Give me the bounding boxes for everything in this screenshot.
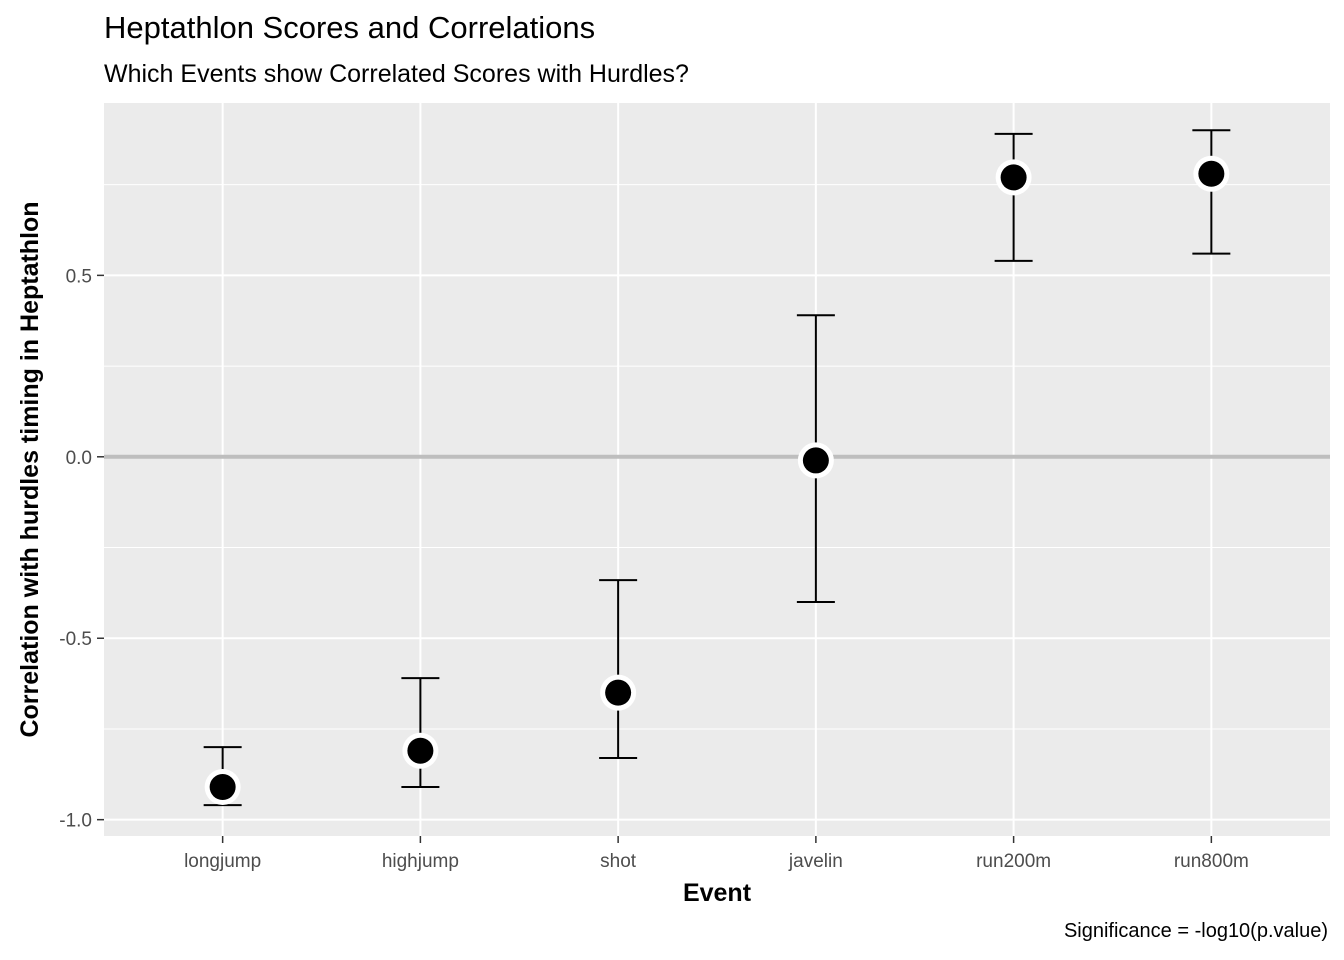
x-axis-label: Event [683, 879, 752, 907]
y-axis-label: Correlation with hurdles timing in Hepta… [16, 201, 44, 737]
data-point [209, 774, 236, 801]
error-bar [401, 677, 440, 789]
data-point [802, 447, 829, 474]
chart-title: Heptathlon Scores and Correlations [104, 10, 596, 45]
y-tick-label: -1.0 [59, 811, 92, 832]
y-tick-label: -0.5 [59, 629, 92, 650]
error-bar [994, 132, 1033, 262]
data-point [1000, 164, 1027, 191]
y-axis-ticks: -1.0 -0.5 0.0 0.5 [59, 266, 104, 832]
error-bar [599, 579, 638, 759]
x-tick-label: javelin [788, 851, 843, 872]
x-tick-label: highjump [382, 851, 459, 872]
x-tick-label: longjump [184, 851, 261, 872]
minor-gridlines [104, 184, 1330, 730]
x-tick-label: run800m [1174, 851, 1249, 872]
error-bar [1192, 129, 1231, 255]
x-tick-label: run200m [976, 851, 1051, 872]
chart-caption: Significance = -log10(p.value) [1063, 920, 1328, 942]
data-point [605, 679, 632, 706]
x-tick-label: shot [600, 851, 637, 872]
data-point [407, 737, 434, 764]
plot-panel [104, 103, 1330, 836]
chart-subtitle: Which Events show Correlated Scores with… [104, 60, 689, 88]
y-tick-label: 0.0 [66, 448, 92, 469]
x-axis-ticks: longjump highjump shot javelin run200m run800… [184, 836, 1249, 872]
y-tick-label: 0.5 [66, 266, 92, 287]
estimate-points [204, 155, 1230, 806]
data-point [1198, 160, 1225, 187]
